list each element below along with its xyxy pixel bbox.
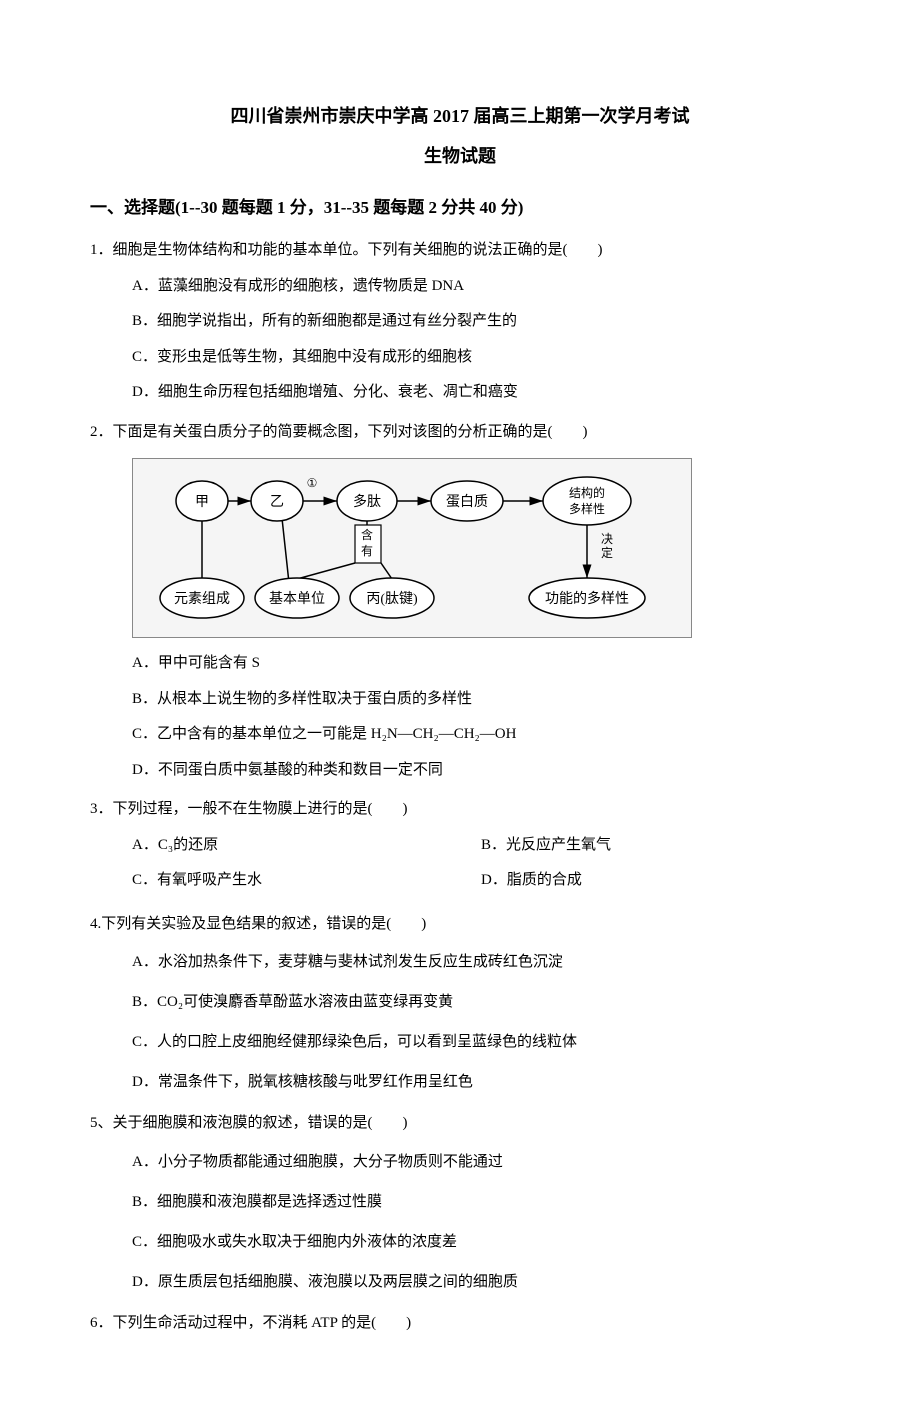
- options-row: A．C₃的还原 B．光反应产生氧气: [90, 830, 830, 866]
- options: A．甲中可能含有 S B．从根本上说生物的多样性取决于蛋白质的多样性 C．乙中含…: [90, 648, 830, 786]
- option-d: D．细胞生命历程包括细胞增殖、分化、衰老、凋亡和癌变: [132, 377, 830, 409]
- question-text: 5、关于细胞膜和液泡膜的叙述，错误的是( ): [90, 1108, 830, 1140]
- title-sub: 生物试题: [90, 140, 830, 172]
- svg-text:丙(肽键): 丙(肽键): [366, 591, 418, 607]
- question-4: 4.下列有关实验及显色结果的叙述，错误的是( ) A．水浴加热条件下，麦芽糖与斐…: [90, 909, 830, 1101]
- question-1: 1．细胞是生物体结构和功能的基本单位。下列有关细胞的说法正确的是( ) A．蓝藻…: [90, 235, 830, 409]
- svg-text:①: ①: [307, 476, 318, 490]
- options-row: C．有氧呼吸产生水 D．脂质的合成: [90, 865, 830, 901]
- question-2: 2．下面是有关蛋白质分子的简要概念图，下列对该图的分析正确的是( ) ① 决定 含有…: [90, 417, 830, 787]
- option-b: B．细胞膜和液泡膜都是选择透过性膜: [132, 1184, 830, 1220]
- concept-diagram-container: ① 决定 含有 甲 乙 多肽 蛋白质 结构的多样性元素组成 基本单位 丙(肽键) 功能的多样性: [90, 458, 830, 638]
- question-text: 3．下列过程，一般不在生物膜上进行的是( ): [90, 794, 830, 826]
- svg-text:含: 含: [361, 527, 373, 542]
- question-text: 1．细胞是生物体结构和功能的基本单位。下列有关细胞的说法正确的是( ): [90, 235, 830, 267]
- question-text: 4.下列有关实验及显色结果的叙述，错误的是( ): [90, 909, 830, 941]
- svg-text:乙: 乙: [270, 494, 284, 510]
- option-b: B．细胞学说指出，所有的新细胞都是通过有丝分裂产生的: [132, 306, 830, 338]
- option-b: B．光反应产生氧气: [481, 830, 830, 862]
- svg-text:功能的多样性: 功能的多样性: [545, 590, 629, 607]
- question-text: 2．下面是有关蛋白质分子的简要概念图，下列对该图的分析正确的是( ): [90, 417, 830, 449]
- svg-text:决: 决: [601, 532, 613, 546]
- section-header: 一、选择题(1--30 题每题 1 分，31--35 题每题 2 分共 40 分…: [90, 193, 830, 224]
- question-5: 5、关于细胞膜和液泡膜的叙述，错误的是( ) A．小分子物质都能通过细胞膜，大分…: [90, 1108, 830, 1300]
- svg-text:多肽: 多肽: [353, 493, 381, 510]
- option-d: D．脂质的合成: [481, 865, 830, 897]
- option-c: C．细胞吸水或失水取决于细胞内外液体的浓度差: [132, 1224, 830, 1260]
- svg-text:元素组成: 元素组成: [174, 591, 230, 607]
- option-c: C．有氧呼吸产生水: [132, 865, 481, 897]
- option-b: B．CO₂可使溴麝香草酚蓝水溶液由蓝变绿再变黄: [132, 984, 830, 1020]
- question-6: 6．下列生命活动过程中，不消耗 ATP 的是( ): [90, 1308, 830, 1340]
- svg-text:蛋白质: 蛋白质: [446, 494, 488, 510]
- svg-text:有: 有: [361, 544, 373, 558]
- option-c: C．变形虫是低等生物，其细胞中没有成形的细胞核: [132, 342, 830, 374]
- question-text: 6．下列生命活动过程中，不消耗 ATP 的是( ): [90, 1308, 830, 1340]
- option-a: A．小分子物质都能通过细胞膜，大分子物质则不能通过: [132, 1144, 830, 1180]
- option-a: A．C₃的还原: [132, 830, 481, 862]
- option-c: C．人的口腔上皮细胞经健那绿染色后，可以看到呈蓝绿色的线粒体: [132, 1024, 830, 1060]
- options: A．蓝藻细胞没有成形的细胞核，遗传物质是 DNA B．细胞学说指出，所有的新细胞…: [90, 271, 830, 409]
- option-a: A．蓝藻细胞没有成形的细胞核，遗传物质是 DNA: [132, 271, 830, 303]
- svg-text:基本单位: 基本单位: [269, 590, 325, 607]
- option-a: A．水浴加热条件下，麦芽糖与斐林试剂发生反应生成砖红色沉淀: [132, 944, 830, 980]
- title-main: 四川省崇州市崇庆中学高 2017 届高三上期第一次学月考试: [90, 100, 830, 132]
- option-b: B．从根本上说生物的多样性取决于蛋白质的多样性: [132, 684, 830, 716]
- options: A．小分子物质都能通过细胞膜，大分子物质则不能通过 B．细胞膜和液泡膜都是选择透…: [90, 1144, 830, 1300]
- option-a: A．甲中可能含有 S: [132, 648, 830, 680]
- svg-text:多样性: 多样性: [569, 501, 605, 516]
- option-c: C．乙中含有的基本单位之一可能是 H₂N—CH₂—CH₂—OH: [132, 719, 830, 751]
- question-3: 3．下列过程，一般不在生物膜上进行的是( ) A．C₃的还原 B．光反应产生氧气…: [90, 794, 830, 901]
- option-d: D．常温条件下，脱氧核糖核酸与吡罗红作用呈红色: [132, 1064, 830, 1100]
- option-d: D．不同蛋白质中氨基酸的种类和数目一定不同: [132, 755, 830, 787]
- options: A．水浴加热条件下，麦芽糖与斐林试剂发生反应生成砖红色沉淀 B．CO₂可使溴麝香…: [90, 944, 830, 1100]
- svg-text:甲: 甲: [195, 495, 209, 510]
- svg-text:定: 定: [601, 545, 613, 560]
- protein-concept-diagram: ① 决定 含有 甲 乙 多肽 蛋白质 结构的多样性元素组成 基本单位 丙(肽键) 功能的多样性: [132, 458, 692, 638]
- svg-text:结构的: 结构的: [569, 485, 605, 500]
- option-d: D．原生质层包括细胞膜、液泡膜以及两层膜之间的细胞质: [132, 1264, 830, 1300]
